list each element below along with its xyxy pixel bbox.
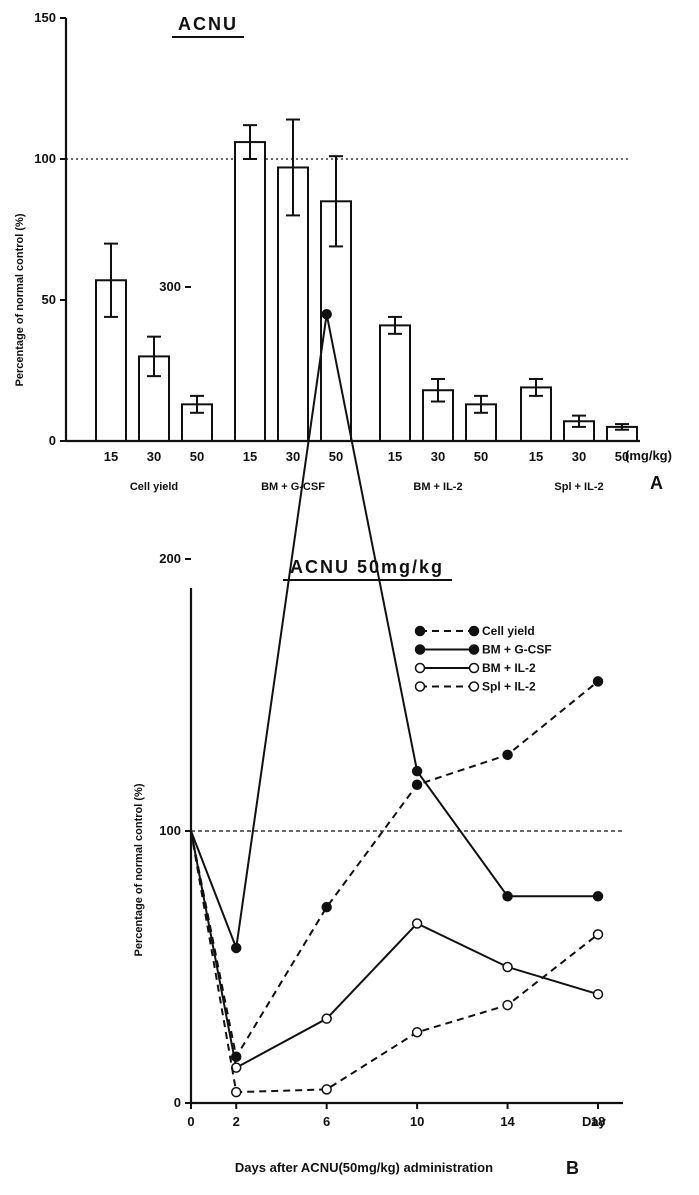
panel-b-y-tick-label: 200 xyxy=(159,551,181,566)
panel-a-y-tick-label: 100 xyxy=(34,151,56,166)
panel-a-dose-label: 15 xyxy=(104,449,118,464)
legend-label-cell-yield: Cell yield xyxy=(482,624,535,638)
panel-b-series xyxy=(190,308,604,1098)
panel-b-point-bm-g-csf xyxy=(592,891,604,902)
panel-a-dose-label: 30 xyxy=(431,449,445,464)
panel-b-line-bm-il-2 xyxy=(190,830,599,1070)
panel-a-group-label: BM + G-CSF xyxy=(261,481,325,493)
panel-a-dose-unit: (mg/kg) xyxy=(625,448,672,463)
legend-marker-bm-g-csf xyxy=(468,644,480,655)
panel-b-y-ticks: 0 100 200 300 xyxy=(159,279,191,1110)
panel-b-x-tick-label: 2 xyxy=(233,1114,240,1129)
legend-marker-bm-il-2 xyxy=(414,662,426,674)
legend-label-bm-il-2: BM + IL-2 xyxy=(482,661,536,675)
panel-b-point-cell-yield xyxy=(502,749,513,761)
panel-b-y-tick-label: 300 xyxy=(159,279,181,294)
panel-b-y-tick-label: 0 xyxy=(174,1095,181,1110)
panel-a-dose-label: 30 xyxy=(286,449,300,464)
panel-b-title: ACNU 50mg/kg xyxy=(290,557,444,577)
panel-b-point-bm-il-2 xyxy=(502,961,513,973)
panel-b-line-cell-yield xyxy=(190,680,599,1060)
panel-b-point-bm-g-csf xyxy=(502,891,513,902)
panel-a-dose-label: 50 xyxy=(329,449,343,464)
panel-a-y-ticks: 0 50 100 150 xyxy=(34,10,66,448)
panel-a-label: A xyxy=(650,473,663,493)
panel-a-dose-label: 50 xyxy=(474,449,488,464)
panel-b-x-tick-label: 6 xyxy=(323,1114,330,1129)
panel-b-point-bm-g-csf xyxy=(230,942,242,954)
legend-marker-bm-il-2 xyxy=(468,662,480,674)
panel-a-bars xyxy=(95,118,638,443)
panel-b-line-spl-il-2 xyxy=(190,830,599,1094)
legend-marker-spl-il-2 xyxy=(414,681,426,692)
panel-b-x-tick-label: 0 xyxy=(187,1114,194,1129)
panel-a-y-tick-label: 50 xyxy=(42,292,56,307)
panel-b-x-tick-label: 18 xyxy=(591,1114,605,1129)
legend-marker-cell-yield xyxy=(468,625,480,637)
panel-b-point-bm-il-2 xyxy=(592,988,604,1000)
panel-b-point-spl-il-2 xyxy=(592,929,604,940)
panel-a-title: ACNU xyxy=(178,14,238,34)
panel-b-y-tick-label: 100 xyxy=(159,823,181,838)
panel-a-dose-label: 15 xyxy=(243,449,257,464)
panel-a-x-labels: 15 30 50 Cell yield 15 30 50 BM + G-CSF 15 30 50 BM… xyxy=(104,449,629,493)
panel-b-point-cell-yield xyxy=(411,779,423,791)
panel-b-y-axis-label: Percentage of normal control (%) xyxy=(133,783,145,956)
panel-b-point-bm-g-csf xyxy=(321,308,332,320)
panel-a-dose-label: 30 xyxy=(572,449,586,464)
panel-b-point-bm-il-2 xyxy=(321,1013,332,1024)
panel-a-dose-label: 30 xyxy=(147,449,161,464)
panel-a-bar xyxy=(379,324,411,443)
panel-b-x-axis-label: Days after ACNU(50mg/kg) administration xyxy=(235,1160,493,1175)
panel-b-x-tick-label: 14 xyxy=(500,1114,515,1129)
legend-label-bm-g-csf: BM + G-CSF xyxy=(482,643,552,657)
legend-label-spl-il-2: Spl + IL-2 xyxy=(482,680,536,694)
panel-a-group-label: BM + IL-2 xyxy=(413,481,462,493)
panel-b-legend: Cell yield BM + G-CSF BM + IL-2 Spl + IL-2 xyxy=(414,624,552,694)
panel-a-dose-label: 50 xyxy=(190,449,204,464)
panel-a-dose-label: 50 xyxy=(615,449,629,464)
panel-b-point-spl-il-2 xyxy=(411,1027,423,1038)
panel-b-x-ticks: 0 2 6 10 14 18 xyxy=(187,1103,605,1129)
panel-a-y-tick-label: 150 xyxy=(34,10,56,25)
panel-b-point-spl-il-2 xyxy=(321,1084,332,1095)
panel-b-point-bm-il-2 xyxy=(411,918,423,929)
panel-b-point-bm-g-csf xyxy=(411,765,423,777)
panel-a: ACNU Percentage of normal control (%) 0 5… xyxy=(14,10,672,493)
panel-a-dose-label: 15 xyxy=(388,449,402,464)
panel-a-group-label: Cell yield xyxy=(130,481,178,493)
panel-a-group-label: Spl + IL-2 xyxy=(554,481,603,493)
panel-a-dose-label: 15 xyxy=(529,449,543,464)
legend-marker-cell-yield xyxy=(414,625,426,637)
panel-b-label: B xyxy=(566,1158,579,1178)
panel-b: ACNU 50mg/kg Percentage of normal contro… xyxy=(133,279,623,1178)
panel-a-y-axis-label: Percentage of normal control (%) xyxy=(14,213,26,386)
panel-a-bar xyxy=(234,141,266,443)
panel-b-x-tick-label: 10 xyxy=(410,1114,424,1129)
panel-b-point-cell-yield xyxy=(592,676,604,687)
legend-marker-spl-il-2 xyxy=(468,681,480,692)
panel-b-point-spl-il-2 xyxy=(230,1086,242,1098)
panel-b-point-spl-il-2 xyxy=(502,999,513,1011)
panel-b-line-bm-g-csf xyxy=(190,314,598,952)
legend-marker-bm-g-csf xyxy=(414,644,426,655)
panel-b-point-cell-yield xyxy=(321,901,332,913)
panel-a-y-tick-label: 0 xyxy=(49,433,56,448)
panel-b-x-unit: Day xyxy=(582,1114,607,1129)
